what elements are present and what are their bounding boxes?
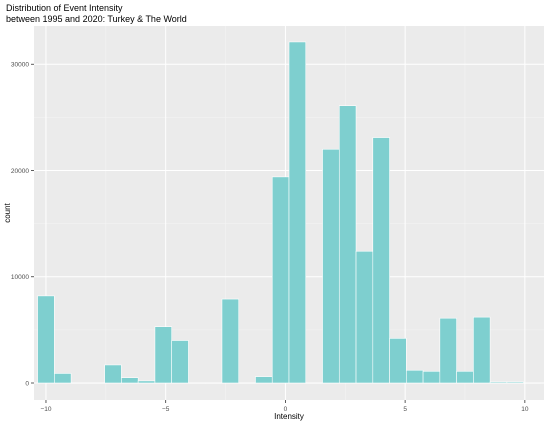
histogram-bar [456,371,474,384]
y-axis-label: count [3,202,12,222]
x-axis-label: Intensity [274,412,304,421]
y-tick-label: 0 [25,380,29,387]
histogram-bar [288,41,307,384]
histogram-bar [137,380,156,384]
x-tick-label: 5 [403,406,407,413]
histogram-bar [104,364,122,384]
histogram-bar [489,381,508,384]
y-axis: 0 10000 20000 30000 [11,62,34,387]
y-tick-label: 20000 [11,168,29,175]
histogram-bar [406,369,424,384]
x-tick-label: −5 [162,406,170,413]
y-tick-label: 30000 [11,62,29,69]
histogram-bar [355,250,374,384]
histogram-bar [171,340,189,384]
histogram-bar [389,338,407,384]
chart-title-block: Distribution of Event Intensity between … [6,3,187,25]
histogram-bar [271,176,290,384]
histogram-bar [372,137,390,384]
histogram-bar [37,295,55,384]
histogram-bar [473,316,491,384]
x-axis: −10 −5 0 5 10 [40,400,529,413]
histogram-bar [338,105,357,384]
histogram-bar [422,371,441,384]
y-tick-label: 10000 [11,274,29,281]
histogram-bar [439,317,457,384]
histogram-bar [221,298,240,384]
x-tick-label: 0 [284,406,288,413]
bars [37,41,541,384]
chart-subtitle: between 1995 and 2020: Turkey & The Worl… [6,14,187,24]
histogram-bar [154,326,172,384]
histogram-bar [255,376,273,384]
histogram-bar [121,377,139,384]
histogram-bar [322,148,340,384]
x-tick-label: −10 [40,406,51,413]
histogram-bar [506,381,524,384]
chart-title: Distribution of Event Intensity [6,3,123,13]
histogram-bar [54,373,72,384]
x-tick-label: 10 [521,406,529,413]
